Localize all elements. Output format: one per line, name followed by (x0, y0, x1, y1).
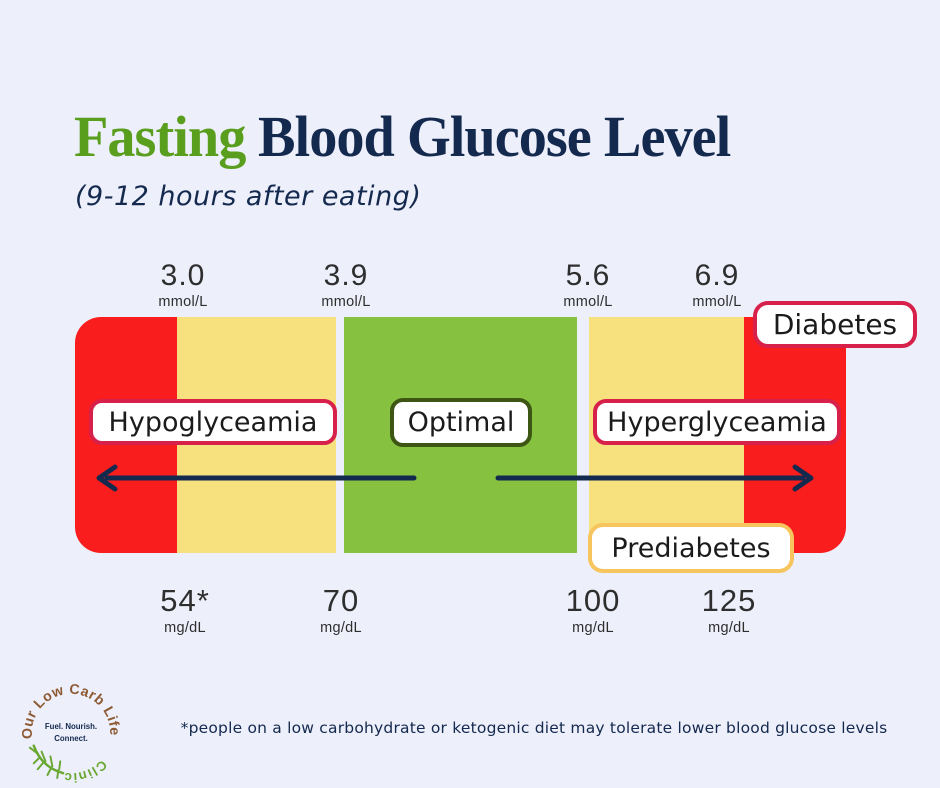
zone-pill-label: Prediabetes (611, 532, 771, 564)
scale-unit: mmol/L (563, 294, 613, 310)
scale-value: 6.9 (694, 259, 740, 292)
scale-unit: mmol/L (692, 294, 742, 310)
bar-gap (336, 317, 344, 553)
scale-bottom-1: 54* mg/dL (160, 585, 210, 636)
zone-pill-optimal: Optimal (390, 398, 532, 447)
scale-value: 3.9 (323, 259, 369, 292)
clinic-logo-icon: Our Low Carb Life Clinic Fuel. Nourish. … (22, 682, 120, 783)
logo-leaf-branch-icon (28, 744, 65, 780)
scale-unit: mg/dL (708, 620, 750, 636)
zone-pill-label: Hypoglyceamia (108, 406, 318, 438)
svg-text:Clinic: Clinic (63, 757, 110, 783)
scale-unit: mg/dL (164, 620, 206, 636)
logo-center-line2: Connect. (54, 734, 88, 743)
bar-gap (577, 317, 589, 553)
scale-top-2: 3.9 mmol/L (321, 261, 370, 310)
scale-top-4: 6.9 mmol/L (692, 261, 741, 310)
scale-value: 54* (160, 583, 210, 618)
zone-pill-prediabetes: Prediabetes (588, 523, 794, 573)
scale-bottom-4: 125 mg/dL (702, 585, 757, 636)
zone-pill-label: Optimal (407, 407, 515, 438)
scale-value: 70 (322, 583, 360, 618)
scale-top-3: 5.6 mmol/L (563, 261, 612, 310)
page-title: Fasting Blood Glucose Level (74, 103, 731, 170)
scale-value: 5.6 (565, 259, 611, 292)
title-rest: Blood Glucose Level (257, 104, 731, 169)
zone-pill-hyperglycemia: Hyperglyceamia (593, 399, 841, 445)
logo-center-line1: Fuel. Nourish. (45, 722, 97, 731)
scale-value: 3.0 (160, 259, 206, 292)
scale-unit: mmol/L (321, 294, 371, 310)
logo-bottom-arc-text: Clinic (63, 757, 109, 783)
scale-bottom-2: 70 mg/dL (320, 585, 362, 636)
scale-bottom-3: 100 mg/dL (566, 585, 621, 636)
range-arrow-icon (96, 464, 814, 492)
zone-pill-label: Hyperglyceamia (607, 406, 827, 438)
scale-value: 100 (565, 583, 621, 618)
zone-pill-hypoglycemia: Hypoglyceamia (89, 399, 337, 445)
zone-pill-diabetes: Diabetes (753, 301, 917, 348)
scale-top-1: 3.0 mmol/L (158, 261, 207, 310)
title-highlight: Fasting (74, 104, 246, 169)
scale-value: 125 (701, 583, 757, 618)
zone-pill-label: Diabetes (772, 308, 898, 341)
scale-unit: mg/dL (320, 620, 362, 636)
footnote: *people on a low carbohydrate or ketogen… (180, 719, 888, 737)
scale-unit: mg/dL (572, 620, 614, 636)
page-subtitle: (9-12 hours after eating) (75, 181, 422, 212)
scale-unit: mmol/L (158, 294, 208, 310)
